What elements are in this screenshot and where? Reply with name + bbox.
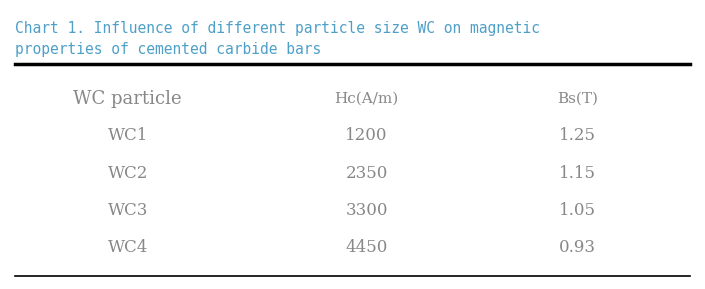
Text: 1.15: 1.15 — [558, 165, 596, 181]
Text: WC2: WC2 — [108, 165, 148, 181]
Text: Hc(A/m): Hc(A/m) — [334, 92, 398, 106]
Text: 0.93: 0.93 — [558, 239, 596, 256]
Text: WC3: WC3 — [108, 202, 148, 219]
Text: 1.25: 1.25 — [558, 127, 596, 144]
Text: 1200: 1200 — [345, 127, 388, 144]
Text: WC1: WC1 — [108, 127, 148, 144]
Text: Chart 1. Influence of different particle size WC on magnetic
properties of cemen: Chart 1. Influence of different particle… — [16, 21, 541, 58]
Text: 1.05: 1.05 — [558, 202, 596, 219]
Text: 2350: 2350 — [345, 165, 388, 181]
Text: Bs(T): Bs(T) — [557, 92, 598, 106]
Text: WC particle: WC particle — [73, 90, 182, 108]
Text: 3300: 3300 — [345, 202, 388, 219]
Text: WC4: WC4 — [108, 239, 148, 256]
Text: 4450: 4450 — [345, 239, 388, 256]
